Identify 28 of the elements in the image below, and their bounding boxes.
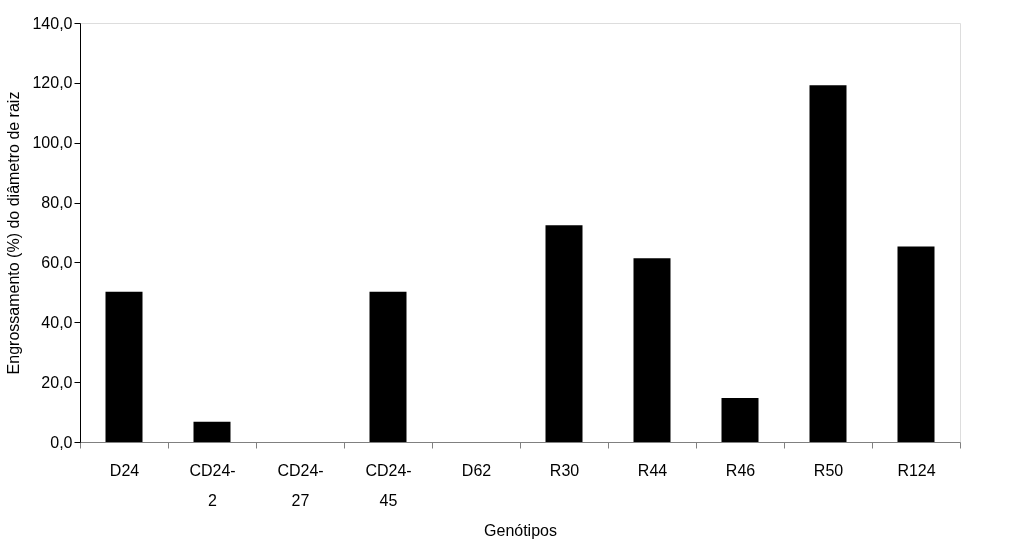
bar [369,291,407,442]
y-tick-label: 60,0 [41,253,73,271]
bar [545,225,583,442]
bar [633,258,671,442]
y-tick-label: 140,0 [32,14,73,32]
x-tick-label: R46 [725,461,756,479]
x-tick-label: R124 [897,461,936,479]
x-axis-title: Genótipos [484,521,557,539]
y-tick-label: 0,0 [50,433,73,451]
x-tick-label: R50 [813,461,844,479]
bar [809,85,847,442]
bar [897,246,935,442]
y-axis-title: Engrossamento (%) do diâmetro de raiz [5,91,23,375]
x-tick-label: CD24-27 [277,461,324,509]
y-tick-label: 100,0 [32,134,73,152]
bar [721,398,759,442]
x-tick-label: D24 [109,461,140,479]
x-tick-label: CD24-45 [365,461,412,509]
y-tick-label: 40,0 [41,313,73,331]
y-tick-label: 20,0 [41,373,73,391]
y-tick-label: 120,0 [32,74,73,92]
x-tick-label: R30 [549,461,580,479]
y-tick-label: 80,0 [41,194,73,212]
x-tick-label: R44 [637,461,668,479]
bar [105,291,143,442]
x-tick-label: CD24-2 [189,461,236,509]
x-tick-label: D62 [461,461,492,479]
bar [193,421,231,442]
